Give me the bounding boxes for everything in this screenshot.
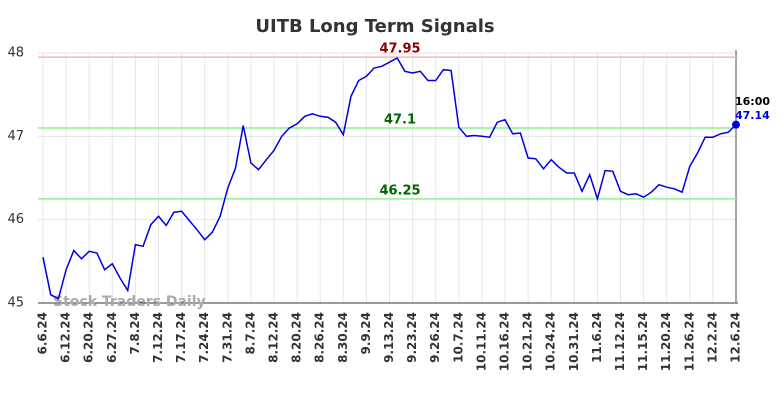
x-tick-label: 9.9.24: [359, 312, 373, 355]
x-tick-label: 10.21.24: [521, 312, 535, 371]
x-tick-label: 9.13.24: [382, 312, 396, 363]
signal-label: 47.1: [384, 113, 416, 128]
chart-title: UITB Long Term Signals: [255, 16, 494, 37]
x-tick-label: 11.26.24: [682, 312, 696, 371]
y-tick-label: 45: [7, 296, 24, 311]
x-tick-label: 6.12.24: [59, 312, 73, 363]
y-tick-label: 47: [7, 129, 24, 144]
x-tick-label: 11.6.24: [590, 312, 604, 363]
x-tick-label: 6.6.24: [36, 312, 50, 355]
x-tick-label: 6.27.24: [105, 312, 119, 363]
x-tick-label: 10.31.24: [567, 312, 581, 371]
x-tick-label: 8.30.24: [336, 312, 350, 363]
x-tick-label: 8.12.24: [267, 312, 281, 363]
x-tick-label: 7.17.24: [174, 312, 188, 363]
x-tick-label: 7.8.24: [128, 312, 142, 355]
x-tick-label: 11.15.24: [636, 312, 650, 371]
x-tick-label: 8.20.24: [290, 312, 304, 363]
x-tick-label: 7.31.24: [220, 312, 234, 363]
x-tick-label: 11.20.24: [659, 312, 673, 371]
x-tick-label: 10.24.24: [544, 312, 558, 371]
watermark: Stock Traders Daily: [53, 294, 206, 310]
x-tick-label: 9.26.24: [428, 312, 442, 363]
x-tick-label: 6.20.24: [82, 312, 96, 363]
x-tick-label: 7.12.24: [151, 312, 165, 363]
x-tick-label: 9.23.24: [405, 312, 419, 363]
x-tick-label: 7.24.24: [197, 312, 211, 363]
price-line: [42, 56, 737, 300]
signal-label: 46.25: [379, 183, 420, 198]
annotation-value: 47.14: [735, 109, 770, 122]
x-tick-label: 8.26.24: [313, 312, 327, 363]
x-tick-label: 10.11.24: [474, 312, 488, 371]
x-tick-label: 12.6.24: [729, 312, 743, 363]
x-tick-label: 11.12.24: [613, 312, 627, 371]
x-tick-label: 12.2.24: [705, 312, 719, 363]
x-tick-label: 10.16.24: [498, 312, 512, 371]
last-point: [732, 120, 740, 129]
annotation-time: 16:00: [735, 95, 770, 108]
signal-label: 47.95: [379, 42, 420, 57]
x-tick-label: 8.7.24: [243, 312, 257, 355]
y-tick-label: 48: [7, 46, 24, 61]
x-tick-label: 10.7.24: [451, 312, 465, 363]
y-tick-label: 46: [7, 212, 24, 227]
